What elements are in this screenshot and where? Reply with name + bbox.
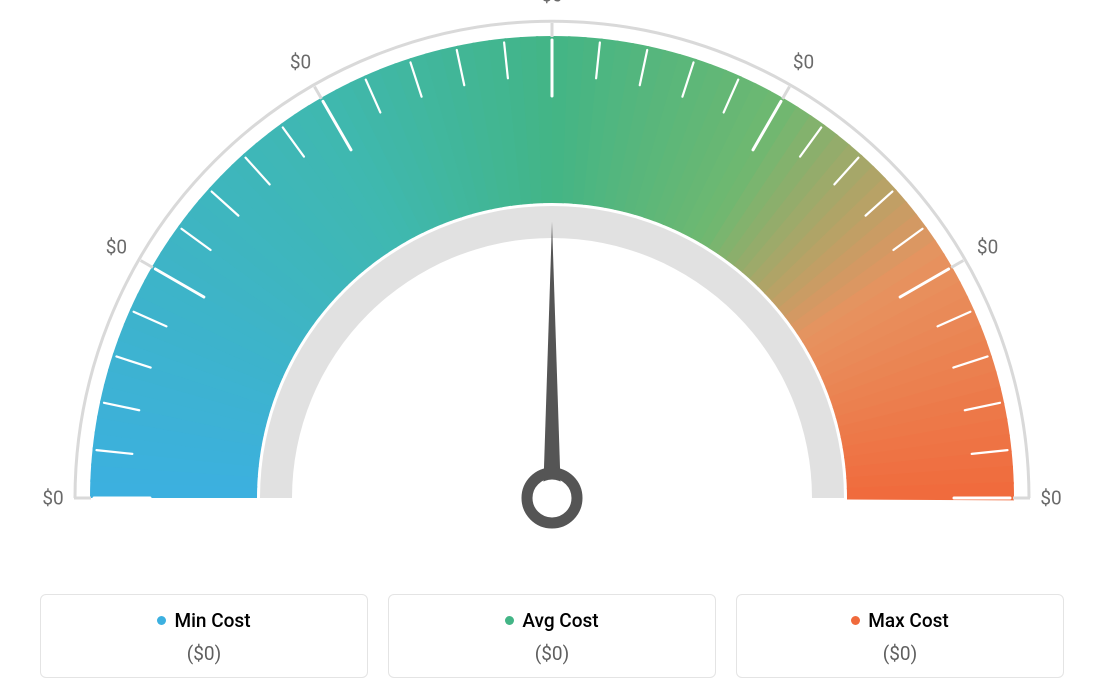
scale-label-0: $0 (42, 487, 63, 510)
legend-value-min: ($0) (51, 642, 357, 665)
legend-card-max: Max Cost ($0) (736, 594, 1064, 678)
scale-label-5: $0 (977, 235, 998, 258)
legend-row: Min Cost ($0) Avg Cost ($0) Max Cost ($0… (40, 594, 1064, 678)
scale-label-4: $0 (793, 51, 814, 74)
gauge-svg (0, 0, 1104, 560)
legend-label-max: Max Cost (868, 609, 948, 632)
legend-card-avg: Avg Cost ($0) (388, 594, 716, 678)
legend-card-min: Min Cost ($0) (40, 594, 368, 678)
legend-title-min: Min Cost (157, 609, 250, 632)
legend-value-max: ($0) (747, 642, 1053, 665)
legend-title-max: Max Cost (851, 609, 948, 632)
legend-label-min: Min Cost (174, 609, 250, 632)
legend-label-avg: Avg Cost (522, 609, 598, 632)
legend-dot-min (157, 616, 166, 625)
scale-label-1: $0 (106, 235, 127, 258)
legend-dot-avg (505, 616, 514, 625)
scale-label-6: $0 (1040, 487, 1061, 510)
scale-label-3: $0 (541, 0, 562, 7)
legend-value-avg: ($0) (399, 642, 705, 665)
legend-dot-max (851, 616, 860, 625)
scale-label-2: $0 (290, 51, 311, 74)
legend-title-avg: Avg Cost (505, 609, 598, 632)
gauge-chart: $0 $0 $0 $0 $0 $0 $0 (0, 0, 1104, 560)
